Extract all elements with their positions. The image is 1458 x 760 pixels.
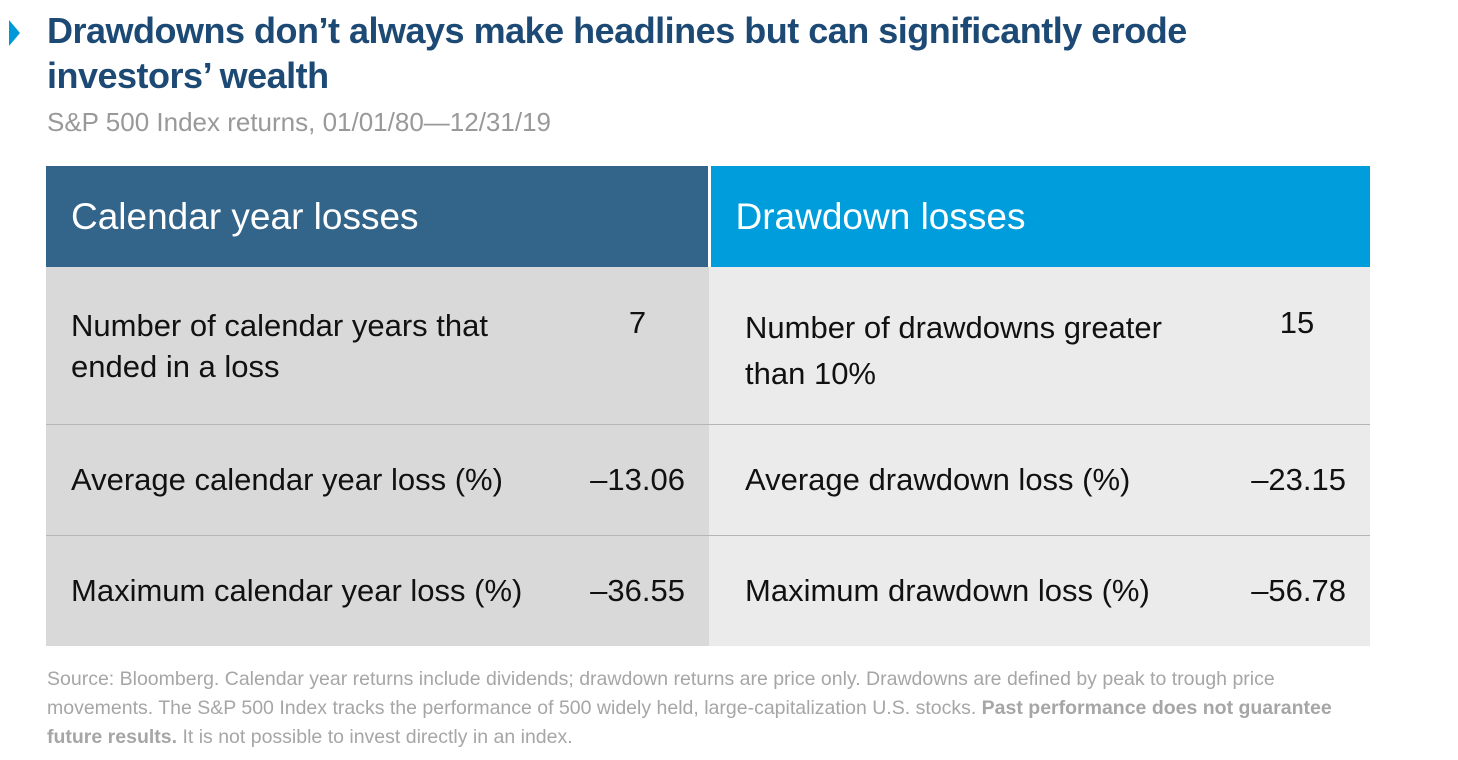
source-footnote: Source: Bloomberg. Calendar year returns… xyxy=(47,665,1377,752)
page-title: Drawdowns don’t always make headlines bu… xyxy=(47,10,1187,96)
footnote-disclaimer-bold: Past performance does not guarantee futu… xyxy=(47,697,1332,748)
drawdowns-count-value: 15 xyxy=(1224,267,1371,424)
maximum-calendar-year-loss-value: –36.55 xyxy=(566,534,709,646)
page-subtitle: S&P 500 Index returns, 01/01/80—12/31/19 xyxy=(47,107,551,137)
footnote-text-end: It is not possible to invest directly in… xyxy=(177,726,573,748)
calendar-years-loss-count-value: 7 xyxy=(566,267,709,424)
maximum-drawdown-loss-label: Maximum drawdown loss (%) xyxy=(709,534,1224,646)
calendar-year-losses-header: Calendar year losses xyxy=(46,166,711,267)
average-drawdown-loss-value: –23.15 xyxy=(1224,423,1371,535)
losses-table: Calendar year losses Drawdown losses Num… xyxy=(46,166,1371,646)
maximum-drawdown-loss-value: –56.78 xyxy=(1224,534,1371,646)
drawdown-losses-header: Drawdown losses xyxy=(709,166,1371,267)
table-row: Number of calendar years that ended in a… xyxy=(46,267,1371,424)
average-calendar-year-loss-label: Average calendar year loss (%) xyxy=(46,423,566,535)
calendar-years-loss-count-label: Number of calendar years that ended in a… xyxy=(46,267,566,424)
maximum-calendar-year-loss-label: Maximum calendar year loss (%) xyxy=(46,534,566,646)
table-row: Average calendar year loss (%) –13.06 Av… xyxy=(46,423,1371,535)
drawdowns-count-label: Number of drawdowns greater than 10% xyxy=(709,267,1224,424)
table-row: Maximum calendar year loss (%) –36.55 Ma… xyxy=(46,534,1371,646)
average-drawdown-loss-label: Average drawdown loss (%) xyxy=(709,423,1224,535)
average-calendar-year-loss-value: –13.06 xyxy=(566,423,709,535)
footnote-text: Source: Bloomberg. Calendar year returns… xyxy=(47,668,1275,719)
title-arrow-icon xyxy=(9,20,20,46)
